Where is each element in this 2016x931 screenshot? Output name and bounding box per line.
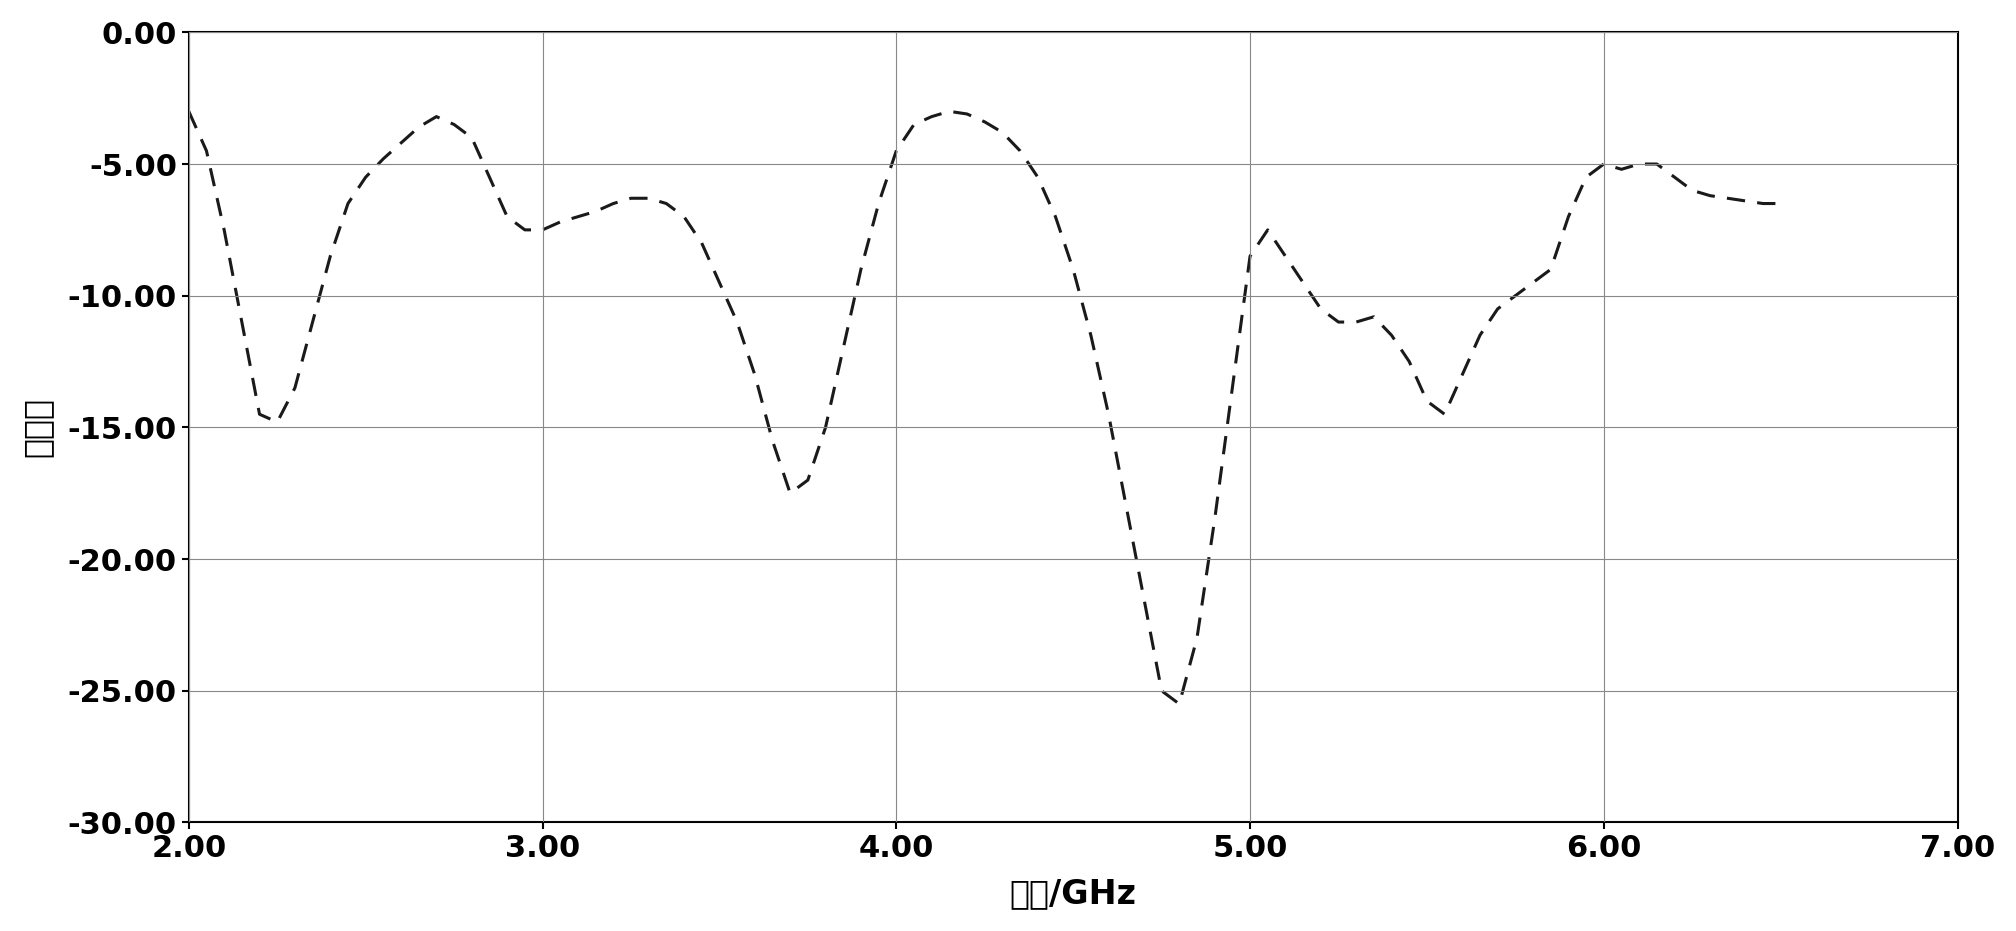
Y-axis label: 驻波比: 驻波比	[20, 398, 54, 457]
X-axis label: 频率/GHz: 频率/GHz	[1010, 877, 1137, 911]
